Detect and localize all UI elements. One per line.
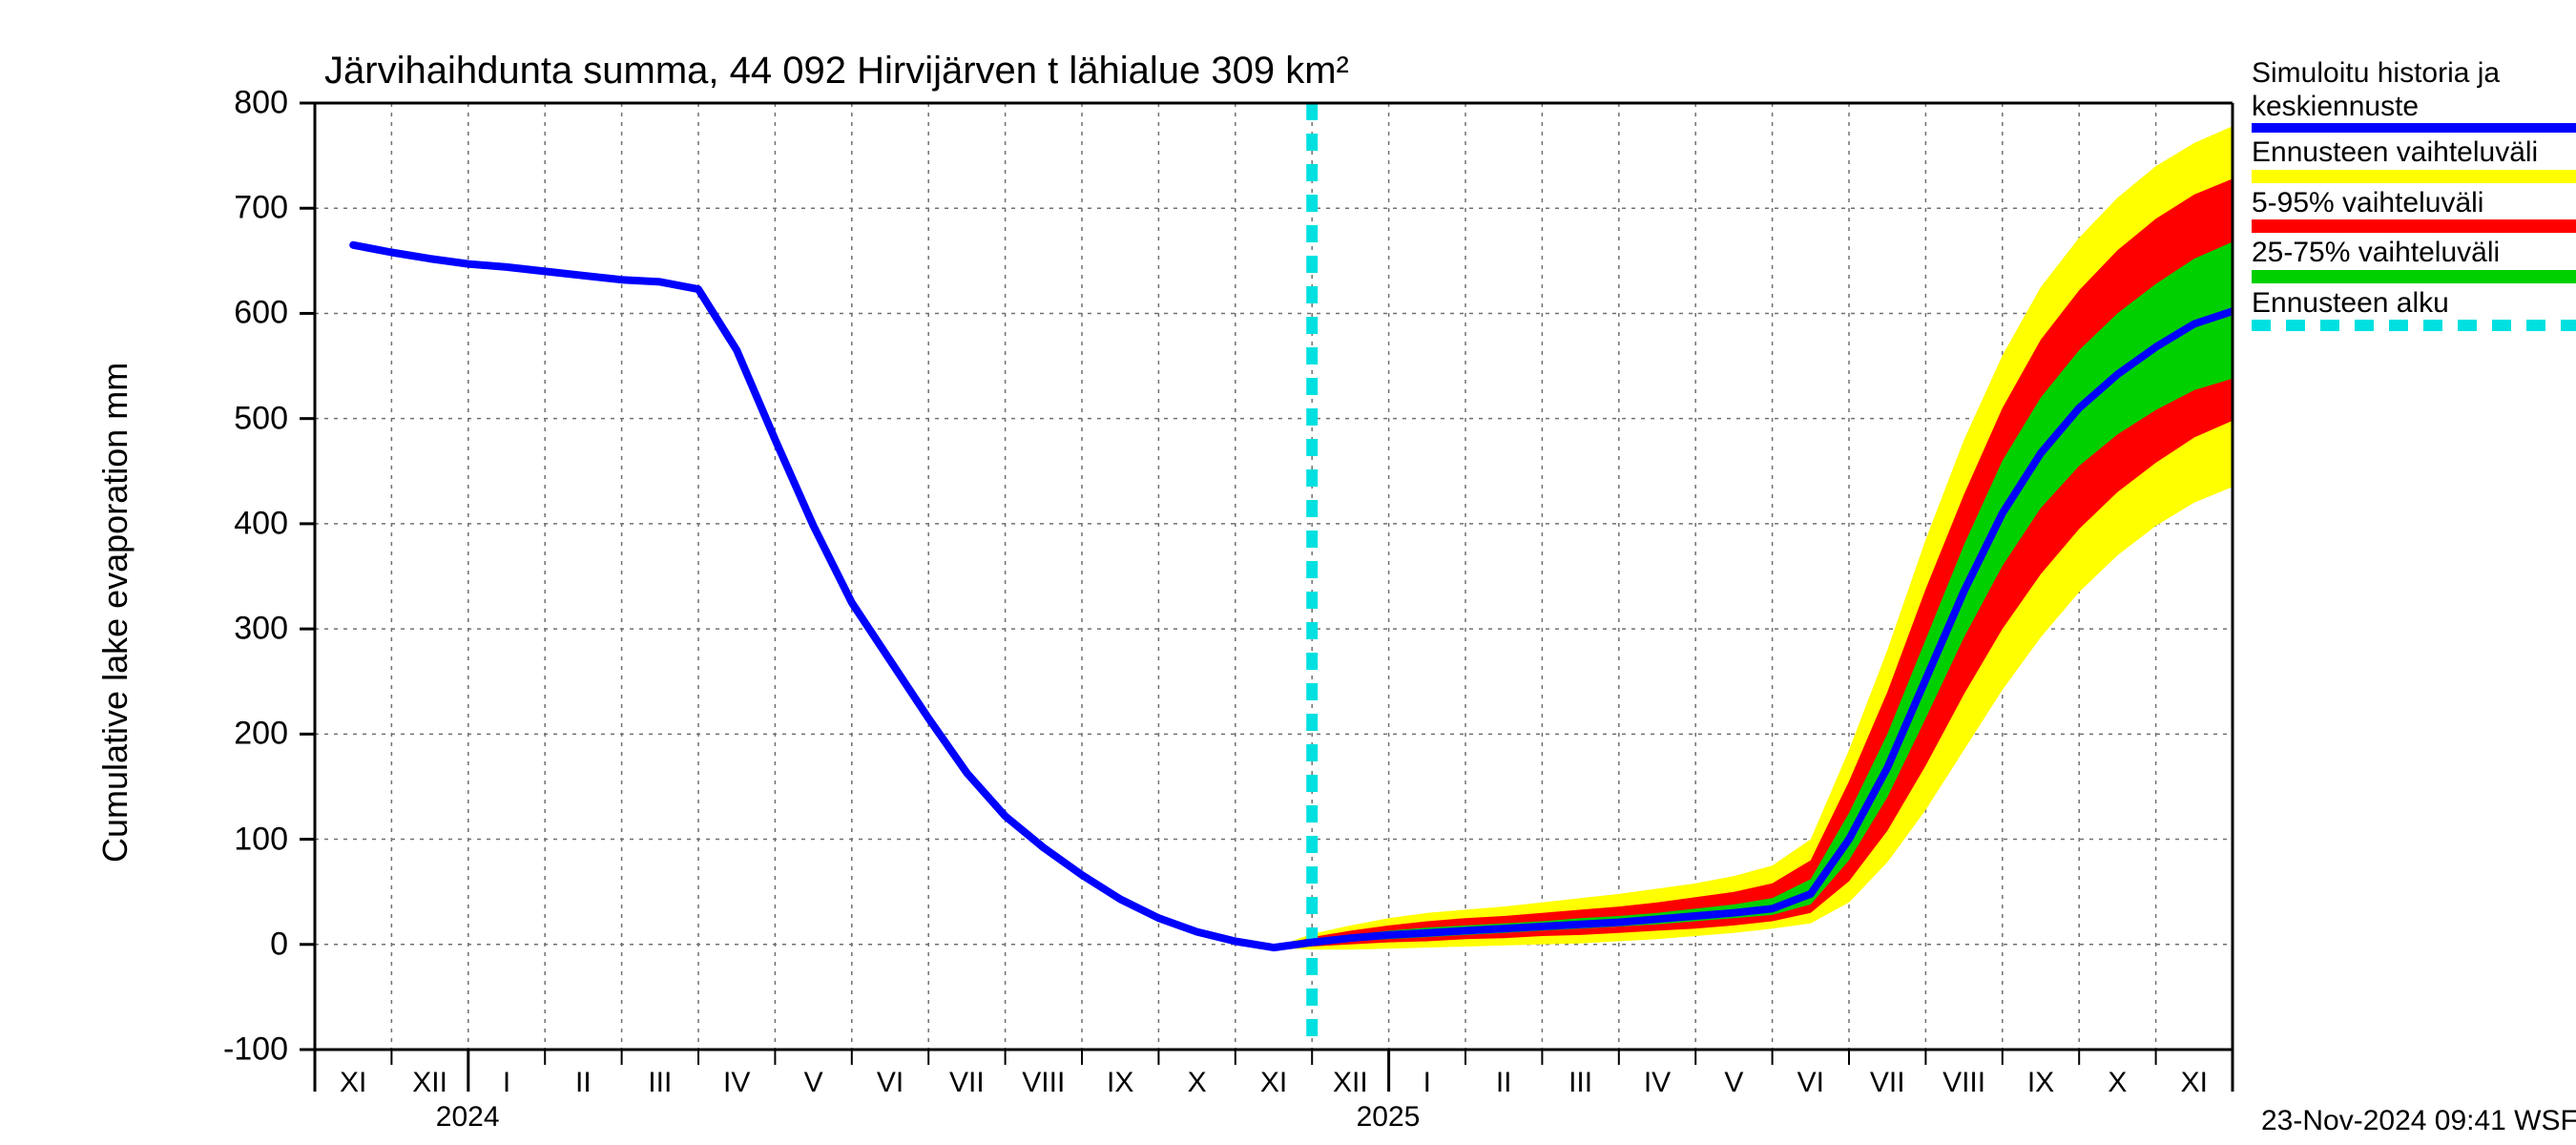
x-tick-label: II xyxy=(1496,1067,1512,1099)
legend-item: 25-75% vaihteluväli xyxy=(2252,237,2576,283)
y-tick-label: 600 xyxy=(234,295,288,332)
y-tick-label: 700 xyxy=(234,190,288,227)
legend-item-label: Ennusteen vaihteluväli xyxy=(2252,136,2576,170)
x-tick-label: I xyxy=(503,1067,510,1099)
y-tick-label: -100 xyxy=(223,1031,288,1069)
x-tick-label: VII xyxy=(1870,1067,1905,1099)
x-tick-label: II xyxy=(575,1067,592,1099)
x-tick-label: XI xyxy=(1260,1067,1287,1099)
legend-item-label: Ennusteen alku xyxy=(2252,287,2576,321)
x-tick-label: VII xyxy=(949,1067,985,1099)
x-tick-label: IV xyxy=(723,1067,750,1099)
legend-item-label: keskiennuste xyxy=(2252,91,2576,124)
y-axis-label: Cumulative lake evaporation mm xyxy=(95,362,135,862)
y-tick-label: 200 xyxy=(234,716,288,753)
legend-swatch xyxy=(2252,320,2576,331)
x-tick-label: III xyxy=(1568,1067,1592,1099)
chart-title: Järvihaihdunta summa, 44 092 Hirvijärven… xyxy=(324,50,1349,93)
x-tick-label: XII xyxy=(412,1067,447,1099)
legend-item: Ennusteen alku xyxy=(2252,287,2576,332)
x-tick-label: XII xyxy=(1333,1067,1368,1099)
x-tick-label: XI xyxy=(340,1067,366,1099)
legend-item-label: 5-95% vaihteluväli xyxy=(2252,187,2576,220)
y-tick-label: 0 xyxy=(270,926,288,963)
chart-footer: 23-Nov-2024 09:41 WSFS-O xyxy=(2261,1105,2576,1137)
x-tick-label: VIII xyxy=(1942,1067,1985,1099)
y-tick-label: 400 xyxy=(234,505,288,542)
legend-swatch xyxy=(2252,270,2576,283)
legend-item-label: Simuloitu historia ja xyxy=(2252,57,2576,91)
y-tick-label: 300 xyxy=(234,611,288,648)
legend-item: Simuloitu historia jakeskiennuste xyxy=(2252,57,2576,133)
x-tick-label: X xyxy=(2108,1067,2127,1099)
year-label: 2025 xyxy=(1357,1101,1421,1134)
y-tick-label: 800 xyxy=(234,85,288,122)
legend-swatch xyxy=(2252,219,2576,233)
legend-item-label: 25-75% vaihteluväli xyxy=(2252,237,2576,270)
legend-item: 5-95% vaihteluväli xyxy=(2252,187,2576,234)
x-tick-label: V xyxy=(1724,1067,1743,1099)
y-tick-label: 500 xyxy=(234,400,288,437)
x-tick-label: III xyxy=(648,1067,672,1099)
x-tick-label: IX xyxy=(1107,1067,1133,1099)
x-tick-label: IX xyxy=(2027,1067,2054,1099)
legend-swatch xyxy=(2252,170,2576,183)
chart-svg xyxy=(0,0,2576,1145)
x-tick-label: IV xyxy=(1644,1067,1671,1099)
x-tick-label: VIII xyxy=(1022,1067,1065,1099)
x-tick-label: VI xyxy=(1797,1067,1824,1099)
x-tick-label: VI xyxy=(877,1067,904,1099)
x-tick-label: XI xyxy=(2181,1067,2208,1099)
year-label: 2024 xyxy=(436,1101,500,1134)
x-tick-label: V xyxy=(804,1067,823,1099)
legend-swatch xyxy=(2252,123,2576,133)
x-tick-label: I xyxy=(1423,1067,1431,1099)
x-tick-label: X xyxy=(1188,1067,1207,1099)
chart-container: Järvihaihdunta summa, 44 092 Hirvijärven… xyxy=(0,0,2576,1145)
legend-item: Ennusteen vaihteluväli xyxy=(2252,136,2576,183)
y-tick-label: 100 xyxy=(234,821,288,858)
legend: Simuloitu historia jakeskiennusteEnnuste… xyxy=(2252,57,2576,335)
